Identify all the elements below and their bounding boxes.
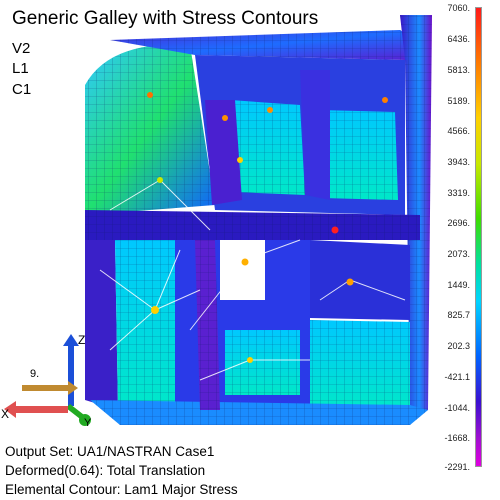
- legend-tick: 3943.: [447, 157, 470, 167]
- other-axis-arrow: [22, 381, 78, 395]
- stress-color-bar: [475, 7, 482, 467]
- legend-tick: -2291.: [444, 462, 470, 472]
- legend-tick: 6436.: [447, 34, 470, 44]
- y-axis-label: Y: [84, 417, 92, 429]
- legend-tick: 825.7: [447, 310, 470, 320]
- output-set-label: Output Set: UA1/NASTRAN Case1: [5, 444, 215, 459]
- coordinate-triad: Z Y X 9.: [1, 333, 92, 429]
- plot-title: Generic Galley with Stress Contours: [12, 8, 319, 29]
- other-axis-label: 9.: [30, 368, 39, 380]
- z-axis-label: Z: [78, 333, 85, 347]
- legend-tick: 4566.: [447, 126, 470, 136]
- view-tag-v: V2: [12, 40, 31, 57]
- view-tag-l: L1: [12, 60, 29, 77]
- legend-tick: 3319.: [447, 188, 470, 198]
- legend-tick: 5813.: [447, 65, 470, 75]
- contour-label: Elemental Contour: Lam1 Major Stress: [5, 482, 238, 497]
- legend-tick: 5189.: [447, 96, 470, 106]
- z-axis-arrow: [63, 334, 79, 406]
- legend-tick: 1449.: [447, 280, 470, 290]
- legend-tick: 2073.: [447, 249, 470, 259]
- y-axis-arrow: [66, 404, 91, 426]
- deformed-label: Deformed(0.64): Total Translation: [5, 463, 206, 478]
- x-axis-arrow: [4, 401, 68, 418]
- legend-tick: 2696.: [447, 218, 470, 228]
- x-axis-label: X: [1, 407, 9, 421]
- legend-tick: 202.3: [447, 341, 470, 351]
- legend-tick: -1668.: [444, 433, 470, 443]
- legend-tick: -1044.: [444, 403, 470, 413]
- legend-tick: -421.1: [444, 372, 470, 382]
- legend-tick: 7060.: [447, 3, 470, 13]
- galley-model[interactable]: [0, 0, 470, 440]
- view-tag-c: C1: [12, 81, 32, 98]
